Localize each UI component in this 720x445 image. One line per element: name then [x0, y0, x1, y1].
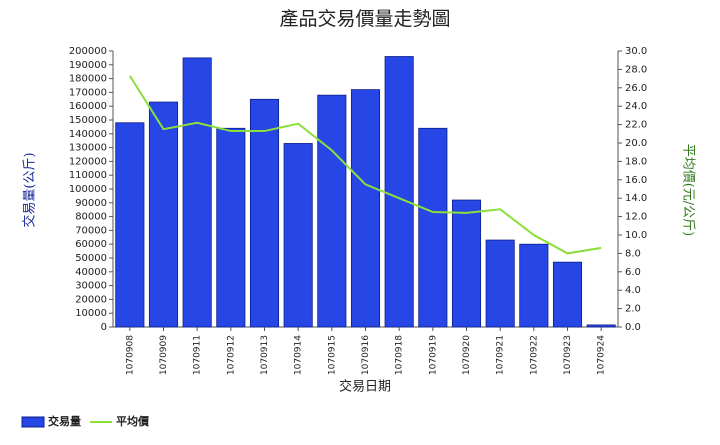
bar: [384, 56, 414, 328]
y2-tick-label: 6.0: [625, 267, 641, 278]
y-tick-label: 20000: [75, 294, 107, 305]
line: [128, 75, 602, 255]
bar: [451, 199, 482, 328]
y-tick-label: 140000: [69, 129, 107, 140]
y-tick-label: 80000: [75, 212, 107, 223]
bar: [115, 122, 145, 328]
y-tick-label: 170000: [69, 87, 107, 98]
y2-tick-label: 8.0: [625, 248, 641, 259]
legend-swatch: [21, 416, 45, 428]
y-tick-label: 50000: [75, 253, 107, 264]
bar: [317, 94, 347, 328]
y-tick-label: 160000: [69, 101, 107, 112]
x-tick-label: 1070923: [563, 335, 573, 375]
x-tick-label: 1070922: [529, 335, 539, 375]
x-tick-label: 1070908: [125, 335, 135, 375]
y-tick-label: 200000: [69, 46, 107, 57]
x-tick-label: 1070918: [395, 335, 405, 375]
bar: [148, 101, 179, 328]
y2-tick-label: 20.0: [625, 138, 647, 149]
y2-axis-title: 平均價(元/公斤): [681, 144, 696, 237]
y2-tick-label: 2.0: [625, 304, 641, 315]
y2-tick-label: 18.0: [625, 156, 647, 167]
y-tick-label: 10000: [75, 308, 107, 319]
x-tick-label: 1070914: [294, 335, 304, 375]
y-tick-label: 30000: [75, 281, 107, 292]
bar: [485, 239, 515, 328]
y-tick-label: 110000: [69, 170, 107, 181]
y-tick-label: 90000: [75, 198, 107, 209]
bar: [552, 261, 583, 328]
y2-tick-label: 22.0: [625, 120, 647, 131]
chart-title: 產品交易價量走勢圖: [279, 8, 450, 30]
y2-tick-label: 10.0: [625, 230, 647, 241]
x-tick-label: 1070920: [462, 335, 472, 375]
y-tick-label: 120000: [69, 156, 107, 167]
bar: [182, 57, 212, 328]
y-tick-label: 180000: [69, 74, 107, 85]
y2-tick-label: 30.0: [625, 46, 647, 57]
y-tick-label: 150000: [69, 115, 107, 126]
y2-tick-label: 28.0: [625, 64, 647, 75]
x-tick-label: 1070924: [597, 335, 607, 375]
y-tick-label: 100000: [69, 184, 107, 195]
y2-tick-label: 14.0: [625, 193, 647, 204]
bar: [216, 127, 246, 328]
x-tick-label: 1070921: [496, 335, 506, 375]
bar: [519, 243, 549, 328]
x-tick-label: 1070915: [327, 335, 337, 375]
legend-label: 平均價: [116, 414, 150, 428]
x-tick-label: 1070916: [361, 335, 371, 375]
y-tick-label: 60000: [75, 239, 107, 250]
x-axis-title: 交易日期: [339, 379, 391, 395]
bar: [283, 143, 313, 328]
x-tick-label: 1070919: [428, 335, 438, 375]
x-tick-label: 1070912: [226, 335, 236, 375]
bar: [350, 89, 381, 328]
bar: [249, 98, 280, 328]
y-tick-label: 70000: [75, 225, 107, 236]
y-tick-label: 0: [101, 322, 107, 333]
y2-tick-label: 0.0: [625, 322, 641, 333]
y2-tick-label: 4.0: [625, 285, 641, 296]
y2-tick-label: 12.0: [625, 212, 647, 223]
y2-tick-label: 26.0: [625, 83, 647, 94]
y-axis-title: 交易量(公斤): [22, 152, 38, 227]
y2-tick-label: 16.0: [625, 175, 647, 186]
y2-tick-label: 24.0: [625, 101, 647, 112]
y-tick-label: 130000: [69, 143, 107, 154]
x-tick-label: 1070909: [159, 335, 169, 375]
bar: [418, 127, 448, 328]
y-tick-label: 40000: [75, 267, 107, 278]
y-tick-label: 190000: [69, 60, 107, 71]
bar: [586, 324, 616, 328]
x-tick-label: 1070913: [260, 335, 270, 375]
x-tick-label: 1070911: [193, 335, 203, 375]
legend-label: 交易量: [48, 414, 81, 428]
